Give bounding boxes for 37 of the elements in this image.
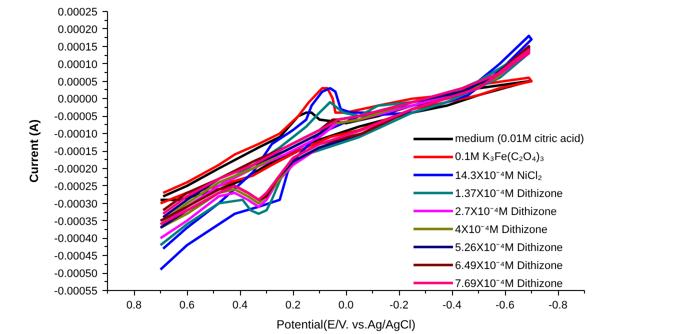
- y-tick-label: -0.00055: [54, 286, 98, 298]
- y-tick-label: 0.00025: [58, 6, 98, 18]
- legend-label: 2.7X10⁻⁴M Dithizone: [455, 205, 557, 218]
- y-tick-label: 0.00000: [58, 94, 98, 106]
- y-tick-label: -0.00005: [54, 111, 98, 124]
- y-tick-label: 0.00010: [58, 58, 98, 71]
- legend-label: 0.1M K₃Fe(C₂O₄)₃: [455, 150, 544, 164]
- x-tick-label: -0.6: [496, 300, 514, 312]
- x-tick-label: 0.8: [126, 300, 142, 312]
- x-tick-label: 0.0: [338, 300, 354, 312]
- y-tick-label: -0.00015: [54, 146, 98, 158]
- y-tick-label: 0.00015: [58, 41, 98, 54]
- x-tick-label: 0.2: [285, 300, 301, 312]
- y-tick-label: -0.00030: [54, 198, 98, 210]
- legend-label: 1.37X10⁻⁴M Dithizone: [455, 187, 563, 200]
- legend-label: medium (0.01M citric acid): [455, 132, 584, 146]
- legend-label: 14.3X10⁻⁴M NiCl₂: [455, 169, 542, 182]
- legend-label: 6.49X10⁻⁴M Dithizone: [455, 259, 563, 272]
- y-tick-label: -0.00050: [54, 268, 98, 280]
- x-tick-label: 0.4: [232, 300, 248, 312]
- y-tick-label: 0.00005: [58, 76, 98, 88]
- legend-label: 4X10⁻⁴M Dithizone: [455, 223, 548, 236]
- y-tick-label: -0.00045: [54, 250, 98, 263]
- y-tick-label: -0.00040: [54, 233, 98, 246]
- x-tick-label: 0.6: [179, 300, 195, 312]
- y-tick-label: -0.00035: [54, 216, 98, 228]
- y-tick-label: 0.00020: [58, 24, 98, 36]
- y-tick-label: -0.00010: [54, 128, 98, 141]
- legend-label: 7.69X10⁻⁴M Dithizone: [455, 277, 563, 290]
- x-tick-label: -0.2: [390, 300, 408, 312]
- x-tick-label: -0.8: [548, 300, 568, 312]
- y-tick-label: -0.00025: [54, 180, 98, 193]
- legend-label: 5.26X10⁻⁴M Dithizone: [455, 241, 563, 254]
- x-tick-label: -0.4: [442, 300, 462, 312]
- x-axis-title: Potential(E/V. vs.Ag/AgCl): [276, 318, 416, 332]
- y-tick-label: -0.00020: [54, 163, 98, 176]
- y-axis-title: Current (A): [27, 119, 42, 183]
